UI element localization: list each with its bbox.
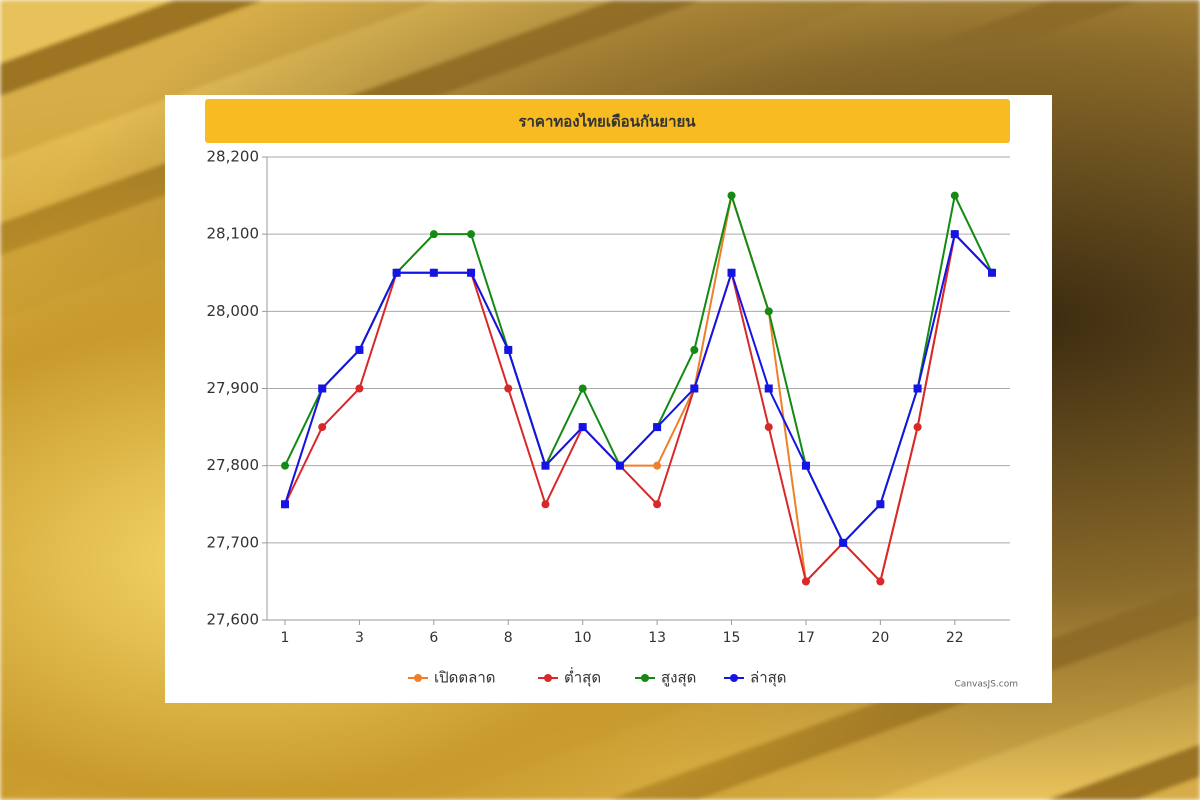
x-tick-label: 6 bbox=[429, 630, 438, 646]
point bbox=[801, 461, 810, 470]
point bbox=[281, 500, 289, 509]
point bbox=[578, 384, 587, 393]
point bbox=[653, 500, 662, 509]
title-bar bbox=[205, 99, 1010, 143]
point bbox=[318, 423, 327, 432]
x-tick-label: 8 bbox=[504, 630, 513, 646]
legend-label: เปิดตลาด bbox=[434, 669, 496, 687]
point bbox=[950, 230, 959, 239]
y-tick-label: 28,000 bbox=[207, 302, 260, 320]
y-tick-label: 27,900 bbox=[207, 379, 260, 397]
point bbox=[876, 577, 885, 586]
point bbox=[467, 230, 476, 239]
point bbox=[950, 191, 959, 200]
x-tick-label: 17 bbox=[797, 630, 815, 646]
point bbox=[429, 230, 438, 239]
point bbox=[839, 538, 848, 547]
chart-card bbox=[165, 95, 1052, 703]
legend-label: ต่ำสุด bbox=[564, 667, 601, 688]
point bbox=[690, 345, 699, 354]
point bbox=[578, 423, 587, 432]
x-tick-label: 20 bbox=[871, 630, 889, 646]
legend-label: สูงสุด bbox=[661, 669, 696, 688]
point bbox=[355, 345, 364, 354]
point bbox=[764, 307, 773, 316]
point bbox=[541, 461, 550, 470]
legend-marker bbox=[641, 674, 649, 682]
legend-label: ล่าสุด bbox=[750, 669, 787, 688]
x-tick-label: 3 bbox=[355, 630, 364, 646]
point bbox=[504, 384, 513, 393]
point bbox=[281, 461, 289, 470]
point bbox=[988, 268, 996, 277]
point bbox=[429, 268, 438, 277]
point bbox=[318, 384, 327, 393]
point bbox=[392, 268, 401, 277]
series-line bbox=[284, 232, 993, 545]
y-tick-label: 28,200 bbox=[207, 148, 260, 166]
point bbox=[355, 384, 364, 393]
y-tick-label: 27,700 bbox=[207, 533, 260, 551]
point bbox=[467, 268, 476, 277]
x-tick-label: 10 bbox=[574, 630, 592, 646]
point bbox=[653, 423, 662, 432]
point bbox=[690, 384, 699, 393]
y-tick-label: 27,800 bbox=[207, 456, 260, 474]
x-tick-label: 15 bbox=[723, 630, 741, 646]
point bbox=[727, 191, 736, 200]
point bbox=[541, 500, 550, 509]
point bbox=[653, 461, 662, 470]
point bbox=[913, 384, 922, 393]
y-tick-label: 27,600 bbox=[207, 611, 260, 629]
legend-marker bbox=[730, 674, 738, 682]
y-tick-label: 28,100 bbox=[207, 225, 260, 243]
chart-title: ราคาทองไทยเดือนกันยายน bbox=[518, 112, 696, 131]
point bbox=[615, 461, 624, 470]
legend-marker bbox=[414, 674, 422, 682]
point bbox=[801, 577, 810, 586]
point bbox=[876, 500, 885, 509]
point bbox=[764, 384, 773, 393]
point bbox=[913, 423, 922, 432]
x-tick-label: 13 bbox=[648, 630, 666, 646]
credit: CanvasJS.com bbox=[955, 680, 1018, 690]
point bbox=[504, 345, 513, 354]
x-tick-label: 22 bbox=[946, 630, 964, 646]
point bbox=[764, 423, 773, 432]
point bbox=[727, 268, 736, 277]
x-tick-label: 1 bbox=[281, 630, 290, 646]
legend-marker bbox=[544, 674, 552, 682]
